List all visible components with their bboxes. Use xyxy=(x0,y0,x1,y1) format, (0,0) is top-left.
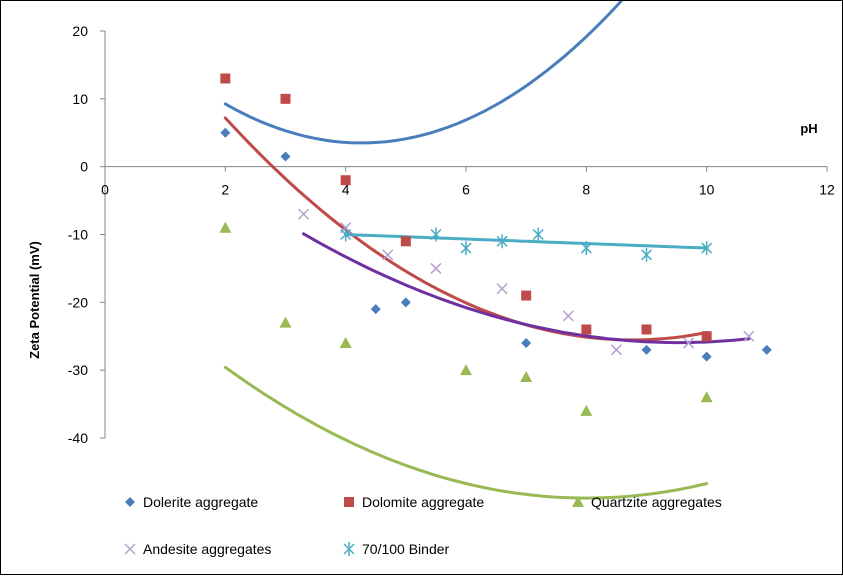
x-tick-label: 6 xyxy=(462,182,470,198)
y-tick-label: -20 xyxy=(68,294,88,310)
legend: Dolerite aggregate Dolomite aggregate Quar… xyxy=(124,494,722,557)
point-dolomite-aggregate xyxy=(641,324,652,335)
point-quartzite-aggregates xyxy=(580,404,593,416)
point-dolomite-aggregate xyxy=(280,93,291,104)
y-tick-label: -30 xyxy=(68,362,88,378)
point-andesite-aggregates xyxy=(430,262,442,274)
legend-label-70-100-binder: 70/100 Binder xyxy=(362,541,450,557)
y-tick-label: 10 xyxy=(72,91,88,107)
point-quartzite-aggregates xyxy=(279,316,292,328)
x-tick-label: 10 xyxy=(699,182,715,198)
point-dolerite-aggregate xyxy=(521,338,532,349)
point-dolerite-aggregate xyxy=(220,127,231,138)
point-dolomite-aggregate xyxy=(701,331,712,342)
legend-marker-quartzite-aggregates xyxy=(572,496,584,507)
point-dolerite-aggregate xyxy=(280,151,291,162)
legend-label-dolerite-aggregate: Dolerite aggregate xyxy=(143,494,258,510)
point-andesite-aggregates xyxy=(562,310,574,322)
point-quartzite-aggregates xyxy=(520,370,533,382)
point-quartzite-aggregates xyxy=(460,364,472,376)
x-tick-label: 4 xyxy=(342,182,350,198)
point-andesite-aggregates xyxy=(610,344,622,356)
x-tick-label: 0 xyxy=(101,182,109,198)
point-quartzite-aggregates xyxy=(339,337,352,349)
point-70-100-binder xyxy=(496,234,508,249)
point-andesite-aggregates xyxy=(683,337,695,349)
point-dolomite-aggregate xyxy=(220,73,231,84)
legend-marker-dolomite-aggregate xyxy=(344,497,354,507)
legend-marker-dolerite-aggregate xyxy=(125,497,135,507)
point-70-100-binder xyxy=(340,227,352,242)
point-dolomite-aggregate xyxy=(400,236,411,247)
x-axis-label: pH xyxy=(800,121,817,136)
point-andesite-aggregates xyxy=(496,283,508,295)
point-quartzite-aggregates xyxy=(219,221,232,233)
point-dolomite-aggregate xyxy=(581,324,592,335)
legend-marker-andesite-aggregates xyxy=(124,543,136,555)
y-tick-label: 20 xyxy=(72,23,88,39)
point-70-100-binder xyxy=(430,227,442,242)
x-tick-label: 12 xyxy=(819,182,835,198)
point-dolerite-aggregate xyxy=(400,297,411,308)
point-dolerite-aggregate xyxy=(370,304,381,315)
legend-label-quartzite-aggregates: Quartzite aggregates xyxy=(591,494,722,510)
point-andesite-aggregates xyxy=(298,208,310,220)
x-tick-label: 8 xyxy=(582,182,590,198)
point-dolerite-aggregate xyxy=(641,344,652,355)
y-axis-label: Zeta Potential (mV) xyxy=(27,241,42,359)
trendline-quartzite-aggregates xyxy=(223,365,709,500)
y-tick-label: 0 xyxy=(80,159,88,175)
trendline-andesite-aggregates xyxy=(302,232,751,345)
y-tick-label: -40 xyxy=(68,430,88,446)
point-70-100-binder xyxy=(640,247,653,262)
point-dolomite-aggregate xyxy=(521,290,532,301)
trendline-dolerite-aggregate xyxy=(223,1,624,145)
legend-label-dolomite-aggregate: Dolomite aggregate xyxy=(362,494,484,510)
point-70-100-binder xyxy=(701,241,713,256)
point-dolomite-aggregate xyxy=(340,175,351,186)
point-dolerite-aggregate xyxy=(761,344,772,355)
trendline-70-100-binder xyxy=(344,233,709,250)
point-70-100-binder xyxy=(532,227,544,242)
x-tick-label: 2 xyxy=(221,182,229,198)
legend-label-andesite-aggregates: Andesite aggregates xyxy=(143,541,271,557)
point-70-100-binder xyxy=(460,241,472,256)
point-dolerite-aggregate xyxy=(701,351,712,362)
legend-marker-70-100-binder xyxy=(343,542,355,556)
point-andesite-aggregates xyxy=(743,330,755,342)
y-tick-label: -10 xyxy=(68,227,88,243)
point-quartzite-aggregates xyxy=(700,391,713,403)
point-andesite-aggregates xyxy=(382,249,394,261)
point-70-100-binder xyxy=(580,241,592,256)
